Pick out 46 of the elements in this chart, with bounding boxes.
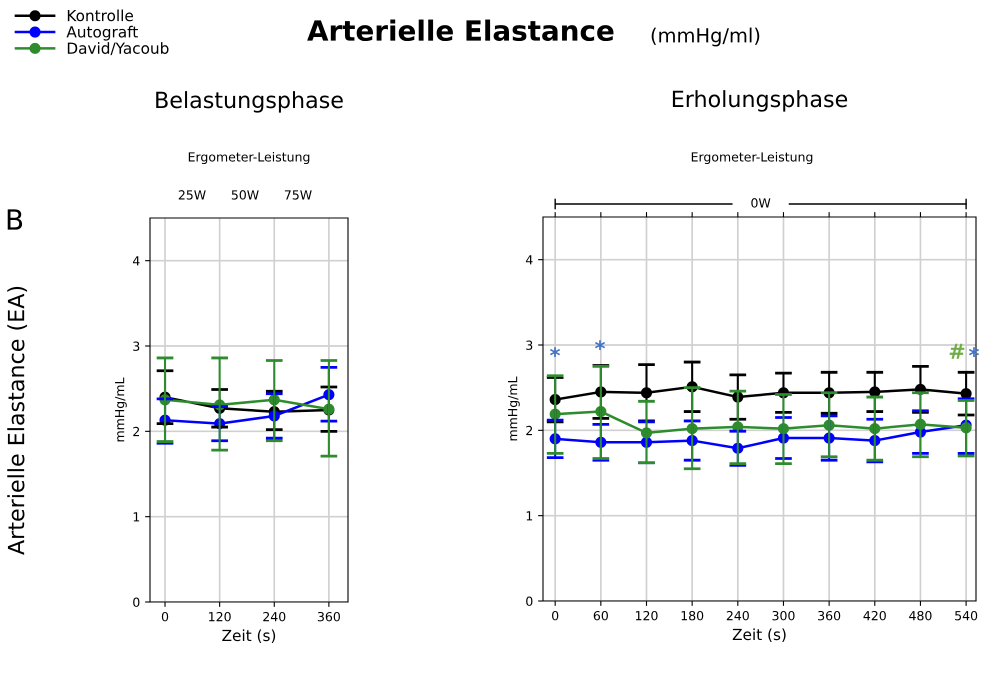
text: B [8, 209, 22, 230]
annotation: * [550, 347, 560, 357]
text: 0W [751, 198, 770, 208]
text: Ergometer-Leistung [188, 152, 310, 164]
text: (mmHg/ml) [652, 28, 760, 46]
x-tick-label: 300 [772, 610, 795, 620]
chart-title: Erholungsphase [672, 90, 848, 112]
x-tick-label: 120 [209, 612, 231, 622]
x-tick-label: 180 [682, 610, 704, 620]
y-tick-label: 0 [133, 597, 140, 607]
x-tick-label: 0 [162, 612, 168, 622]
x-tick-label: 480 [909, 610, 932, 620]
legend-label: Autograft [66, 26, 138, 41]
y-axis-title: mmHg/mL [115, 378, 127, 442]
y-tick-label: 1 [526, 511, 532, 520]
y-tick-label: 3 [133, 341, 140, 351]
y-tick-label: 1 [134, 512, 140, 522]
chart-title: Belastungsphase [156, 91, 343, 113]
x-tick-label: 0 [552, 610, 558, 620]
text: Arterielle Elastance [307, 20, 614, 42]
annotation: * [594, 340, 606, 350]
text: Arterielle Elastance (EA) [7, 286, 28, 555]
text: 50W [232, 190, 259, 200]
x-axis-title: Zeit (s) [732, 628, 786, 642]
y-tick-label: 2 [526, 426, 532, 436]
y-tick-label: 0 [526, 596, 532, 606]
x-tick-label: 360 [818, 610, 840, 620]
y-tick-label: 4 [132, 256, 140, 266]
x-tick-label: 120 [636, 610, 658, 620]
x-tick-label: 240 [263, 612, 286, 622]
text: 25W [178, 190, 206, 200]
y-tick-label: 2 [133, 426, 140, 436]
y-tick-label: 3 [526, 340, 532, 350]
x-tick-label: 60 [594, 610, 608, 620]
text: Ergometer-Leistung [692, 152, 812, 164]
x-tick-label: 360 [318, 612, 340, 622]
x-tick-label: 540 [955, 610, 978, 620]
text: 75W [284, 190, 312, 200]
x-tick-label: 420 [863, 610, 886, 620]
legend-label: David/Yacoub [68, 42, 168, 56]
annotation: # [950, 344, 964, 359]
y-axis-title: mmHg/mL [508, 376, 520, 440]
x-axis-title: Zeit (s) [222, 629, 276, 643]
y-tick-label: 4 [526, 255, 533, 264]
x-tick-label: 240 [726, 610, 749, 620]
legend-label: Kontrolle [68, 9, 133, 22]
